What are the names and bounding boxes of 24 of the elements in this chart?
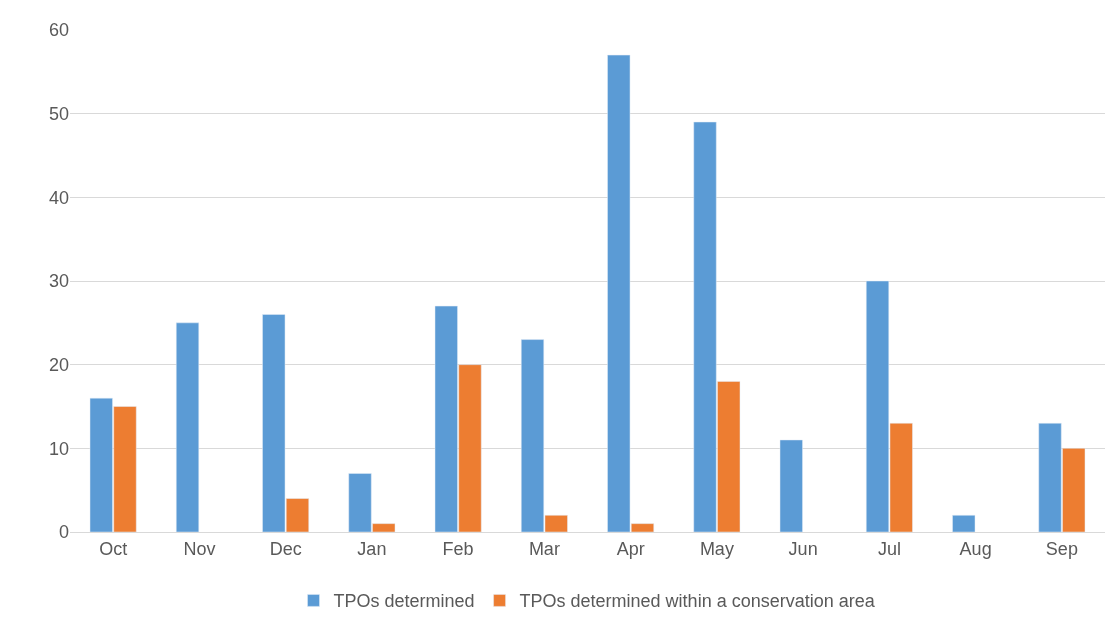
y-tick-label: 40	[48, 187, 69, 208]
legend-label: TPOs determined	[333, 591, 475, 612]
x-tick-label: Apr	[616, 538, 645, 559]
x-tick-label: May	[699, 538, 734, 559]
x-tick-label: Feb	[442, 538, 474, 559]
x-tick-label: Jan	[357, 538, 387, 559]
y-tick-label: 0	[58, 522, 69, 543]
x-tick-label: Dec	[269, 538, 302, 559]
bar	[176, 322, 200, 532]
x-tick-label: Nov	[183, 538, 216, 559]
legend-label: TPOs determined within a conservation area	[519, 591, 876, 612]
x-tick-label: Sep	[1045, 538, 1078, 559]
x-tick-label: Jun	[788, 538, 818, 559]
x-tick-label: Oct	[99, 538, 128, 559]
y-tick-label: 50	[48, 103, 69, 124]
y-tick-label: 10	[48, 438, 69, 459]
bar	[952, 515, 976, 532]
bar	[779, 439, 803, 532]
y-tick-label: 20	[48, 354, 69, 375]
y-tick-label: 60	[48, 20, 69, 41]
y-tick-label: 30	[48, 271, 69, 292]
x-tick-label: Aug	[959, 538, 992, 559]
x-tick-label: Jul	[877, 538, 901, 559]
x-tick-label: Mar	[528, 538, 560, 559]
